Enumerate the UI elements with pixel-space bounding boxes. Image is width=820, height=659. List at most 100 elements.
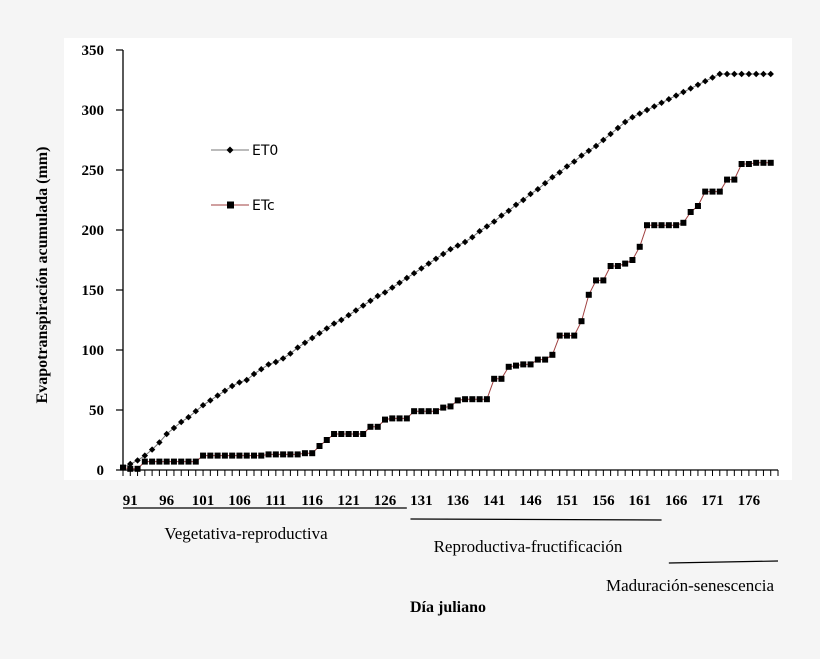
series-etc-point xyxy=(280,451,287,458)
x-axis-title: Día juliano xyxy=(410,599,486,616)
x-tick-label: 91 xyxy=(123,493,138,509)
phase-annotations: Vegetativa-reproductiva Reproductiva-fruc… xyxy=(123,507,779,595)
series-et0-point xyxy=(389,284,396,291)
phase-label: Vegetativa-reproductiva xyxy=(164,524,328,543)
phase-line xyxy=(668,560,779,564)
series-et0-point xyxy=(440,250,447,258)
series-et0-point xyxy=(549,174,556,181)
series-et0-point xyxy=(563,163,571,170)
y-axis-ticks: 0 50 100 150 200 250 300 350 xyxy=(82,43,123,479)
x-tick-label: 146 xyxy=(519,493,542,509)
x-tick-label: 156 xyxy=(592,493,615,509)
series-etc-point xyxy=(156,458,163,465)
series-et0-point xyxy=(520,196,527,204)
series-etc-point xyxy=(483,396,490,403)
x-tick-label: 166 xyxy=(665,493,688,509)
series-et0-point xyxy=(228,382,236,390)
series-et0-point xyxy=(760,70,767,78)
series-etc-point xyxy=(622,260,629,267)
series-et0-point xyxy=(381,289,389,296)
series-et0-point xyxy=(709,74,716,81)
x-tick-label: 171 xyxy=(701,493,724,509)
series-etc-point xyxy=(571,332,578,339)
series-etc-point xyxy=(382,416,388,423)
series-et0-point xyxy=(716,70,723,78)
series-et0-point xyxy=(207,397,214,404)
series-etc-point xyxy=(476,396,483,403)
legend-et0-marker xyxy=(226,146,234,154)
series-etc-point xyxy=(374,423,381,430)
series-etc-point xyxy=(178,458,185,465)
series-et0-point xyxy=(738,70,745,78)
axes xyxy=(122,50,778,471)
y-tick-label: 250 xyxy=(82,163,105,179)
series-etc-point xyxy=(251,452,257,459)
series-etc-point xyxy=(578,318,585,325)
series-etc-point xyxy=(120,464,126,471)
series-et0-point xyxy=(265,361,272,368)
series-etc-point xyxy=(236,452,243,459)
series-etc-point xyxy=(352,431,359,437)
series-et0-point xyxy=(687,85,694,92)
series-et0-point xyxy=(534,186,542,193)
series-etc-point xyxy=(709,188,716,195)
series-etc-point xyxy=(520,361,527,368)
series-et0-point xyxy=(505,207,512,214)
series-etc-point xyxy=(585,291,592,298)
y-axis-title: Evapotranspiración acumulada (mm) xyxy=(34,147,51,404)
series-et0-point xyxy=(651,103,658,110)
series-et0-point xyxy=(345,312,352,319)
x-tick-label: 141 xyxy=(483,493,506,509)
series-etc-point xyxy=(396,415,403,422)
series-etc-point xyxy=(702,188,709,195)
series-et0-point xyxy=(490,218,498,225)
series-etc-point xyxy=(607,263,614,269)
series-etc-point xyxy=(760,159,767,166)
series-et0-point xyxy=(359,302,367,309)
series-et0-point xyxy=(352,307,360,314)
series-etc-point xyxy=(658,222,665,229)
series-etc-point xyxy=(636,243,643,250)
series-et0-point xyxy=(410,270,418,277)
series-etc-point xyxy=(214,452,221,459)
series-etc-point xyxy=(207,452,214,459)
series-et0-point xyxy=(461,238,469,246)
series-etc-point xyxy=(673,222,680,229)
series-et0-point xyxy=(163,430,170,438)
series-et0-point xyxy=(170,424,178,432)
series-etc-point xyxy=(221,452,228,459)
x-axis-ticks: 91 96 101 106 111 116 121 126 131 136 141 146 151 156… xyxy=(122,470,779,509)
phase-label: Maduración-senescencia xyxy=(606,576,774,595)
series-etc-point xyxy=(629,257,636,263)
series-etc-point xyxy=(134,465,141,472)
series-et0-point xyxy=(498,212,505,219)
series-etc-point xyxy=(229,452,236,459)
series-et0-point xyxy=(214,392,221,399)
series-etc-point xyxy=(258,452,265,459)
series-etc-point xyxy=(716,188,723,195)
series-etc-point xyxy=(745,161,752,167)
series-etc-point xyxy=(593,277,600,284)
series-et0-point xyxy=(178,418,185,426)
series-etc-point xyxy=(644,222,650,229)
series-etc-point xyxy=(170,458,177,465)
series-etc-point xyxy=(265,451,272,458)
series-etc-point xyxy=(127,465,134,472)
series-et0-point xyxy=(578,152,585,159)
x-tick-label: 176 xyxy=(738,493,761,509)
series-etc-point xyxy=(425,408,432,415)
x-tick-label: 96 xyxy=(159,493,175,509)
legend-etc-label: ETc xyxy=(252,198,275,214)
series-etc-point xyxy=(513,362,519,369)
series-et0-point xyxy=(309,334,316,342)
x-tick-label: 101 xyxy=(192,493,215,509)
series-et0-point xyxy=(250,370,258,378)
series-etc-point xyxy=(360,431,367,437)
series-etc-point xyxy=(331,431,338,437)
x-tick-label: 106 xyxy=(228,493,251,509)
series-et0-point xyxy=(294,344,301,351)
phase-line xyxy=(410,518,662,521)
series-et0-point xyxy=(330,320,338,327)
y-tick-label: 350 xyxy=(82,43,105,59)
series-etc-point xyxy=(338,431,345,437)
